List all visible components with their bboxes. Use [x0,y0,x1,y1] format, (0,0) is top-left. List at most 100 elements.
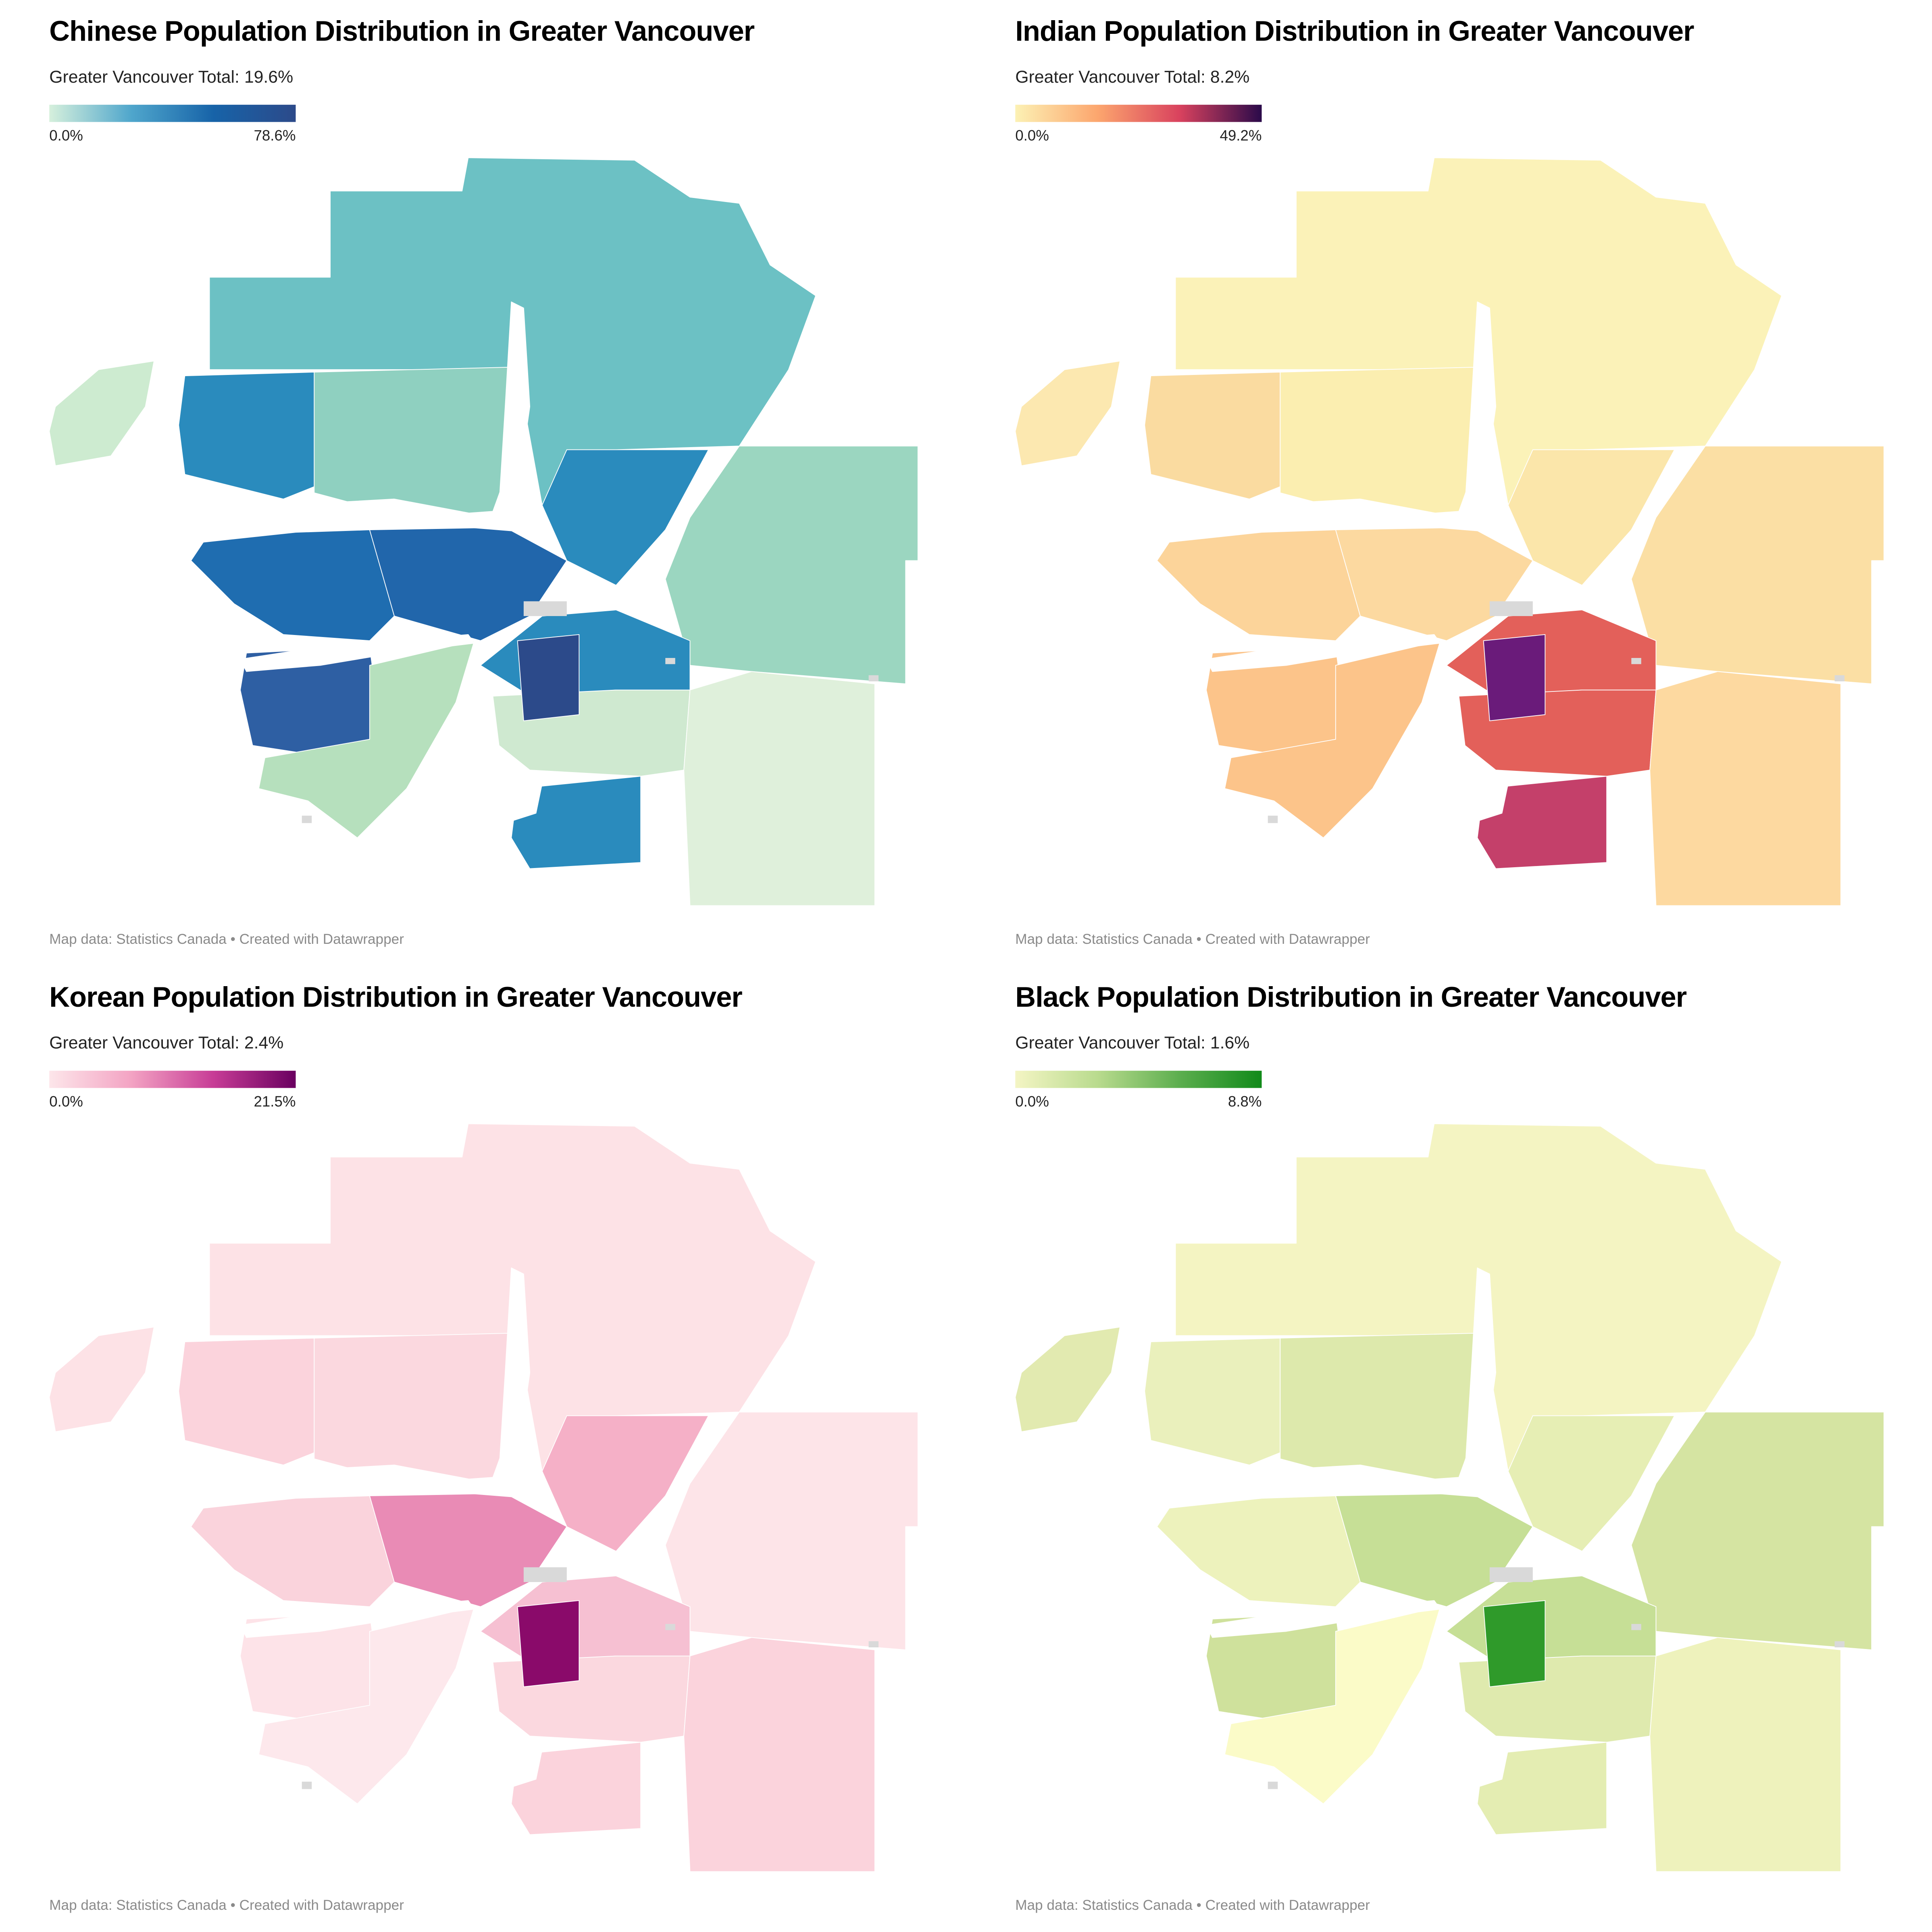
map-region-delta[interactable] [1224,1606,1441,1805]
water-body [505,783,543,824]
map-region-south-surrey[interactable] [511,1742,641,1835]
map-region-hotspot[interactable] [517,634,580,721]
source-note: Map data: Statistics Canada • Created wi… [1015,933,1370,948]
map-region-northshore[interactable] [1144,1338,1281,1466]
map-region-langley[interactable] [683,1637,875,1872]
map-region-south-surrey[interactable] [511,776,641,869]
map-region-island[interactable] [49,360,154,466]
water-body [283,498,543,533]
map-region-hotspot[interactable] [517,1600,580,1687]
source-note: Map data: Statistics Canada • Created wi… [49,1899,404,1914]
map-region-langley[interactable] [683,671,875,906]
map-panel: Black Population Distribution in Greater… [966,966,1932,1932]
no-data-region [302,816,312,823]
no-data-region [1631,658,1641,664]
legend-max-label: 78.6% [254,127,296,144]
map-region-vancouver[interactable] [190,1495,395,1607]
map-region-vancouver[interactable] [1156,1495,1361,1607]
map-region-east[interactable] [1631,446,1884,685]
water-body [1249,498,1509,533]
map-region-island[interactable] [49,1326,154,1432]
map-region-hotspot[interactable] [1483,1600,1546,1687]
map-region-east[interactable] [1631,1412,1884,1651]
water-body [1471,783,1509,824]
map-region-east[interactable] [665,1412,918,1651]
map-region-langley[interactable] [1649,1637,1841,1872]
map-region-northshore-e[interactable] [314,1332,518,1484]
water-body [1206,1600,1441,1638]
map-subtitle: Greater Vancouver Total: 8.2% [1015,67,1250,86]
map-subtitle: Greater Vancouver Total: 19.6% [49,67,294,86]
no-data-region [1489,601,1533,616]
no-data-region [1631,1624,1641,1630]
map-title: Korean Population Distribution in Greate… [49,981,743,1013]
water-body [283,1464,543,1499]
water-body [1464,1267,1497,1472]
legend-min-label: 0.0% [1015,1093,1049,1110]
no-data-region [1268,816,1278,823]
map-region-delta[interactable] [258,640,475,839]
no-data-region [665,658,675,664]
source-note: Map data: Statistics Canada • Created wi… [1015,1899,1370,1914]
no-data-region [1268,1782,1278,1789]
legend-min-label: 0.0% [49,1093,83,1110]
water-body [498,301,531,506]
no-data-region [1834,675,1845,682]
color-legend-bar [1015,1070,1262,1088]
map-region-northshore[interactable] [178,372,315,500]
color-legend-bar [1015,104,1262,122]
map-region-northshore-e[interactable] [1280,366,1484,518]
map-region-island[interactable] [1015,360,1120,466]
map-region-northshore[interactable] [1144,372,1281,500]
legend-max-label: 49.2% [1220,127,1262,144]
map-panel: Chinese Population Distribution in Great… [0,0,966,966]
legend-max-label: 21.5% [254,1093,296,1110]
map-region-vancouver[interactable] [190,529,395,641]
choropleth-map[interactable] [966,0,1932,966]
legend-max-label: 8.8% [1228,1093,1262,1110]
source-note: Map data: Statistics Canada • Created wi… [49,933,404,948]
water-body [498,1267,531,1472]
map-region-south-surrey[interactable] [1477,1742,1607,1835]
water-body [1464,301,1497,506]
water-body [1206,634,1441,672]
color-legend-bar [49,104,296,122]
choropleth-map[interactable] [966,966,1932,1932]
map-region-northshore-e[interactable] [314,366,518,518]
color-legend-bar [49,1070,296,1088]
water-body [1249,1464,1509,1499]
map-region-island[interactable] [1015,1326,1120,1432]
legend-min-label: 0.0% [49,127,83,144]
map-region-langley[interactable] [1649,671,1841,906]
no-data-region [523,1567,567,1582]
no-data-region [868,1641,879,1648]
map-panel: Indian Population Distribution in Greate… [966,0,1932,966]
no-data-region [1834,1641,1845,1648]
map-region-east[interactable] [665,446,918,685]
no-data-region [868,675,879,682]
no-data-region [1489,1567,1533,1582]
water-body [240,1600,475,1638]
map-title: Black Population Distribution in Greater… [1015,981,1687,1013]
water-body [240,634,475,672]
map-region-northshore[interactable] [178,1338,315,1466]
map-title: Indian Population Distribution in Greate… [1015,15,1694,47]
map-region-south-surrey[interactable] [1477,776,1607,869]
water-body [1471,1749,1509,1790]
choropleth-map[interactable] [0,966,966,1932]
map-subtitle: Greater Vancouver Total: 1.6% [1015,1033,1250,1052]
map-region-vancouver[interactable] [1156,529,1361,641]
no-data-region [302,1782,312,1789]
map-region-delta[interactable] [1224,640,1441,839]
map-region-delta[interactable] [258,1606,475,1805]
water-body [505,1749,543,1790]
map-panel: Korean Population Distribution in Greate… [0,966,966,1932]
legend-min-label: 0.0% [1015,127,1049,144]
choropleth-map[interactable] [0,0,966,966]
map-region-hotspot[interactable] [1483,634,1546,721]
map-subtitle: Greater Vancouver Total: 2.4% [49,1033,284,1052]
no-data-region [523,601,567,616]
map-region-northshore-e[interactable] [1280,1332,1484,1484]
no-data-region [665,1624,675,1630]
